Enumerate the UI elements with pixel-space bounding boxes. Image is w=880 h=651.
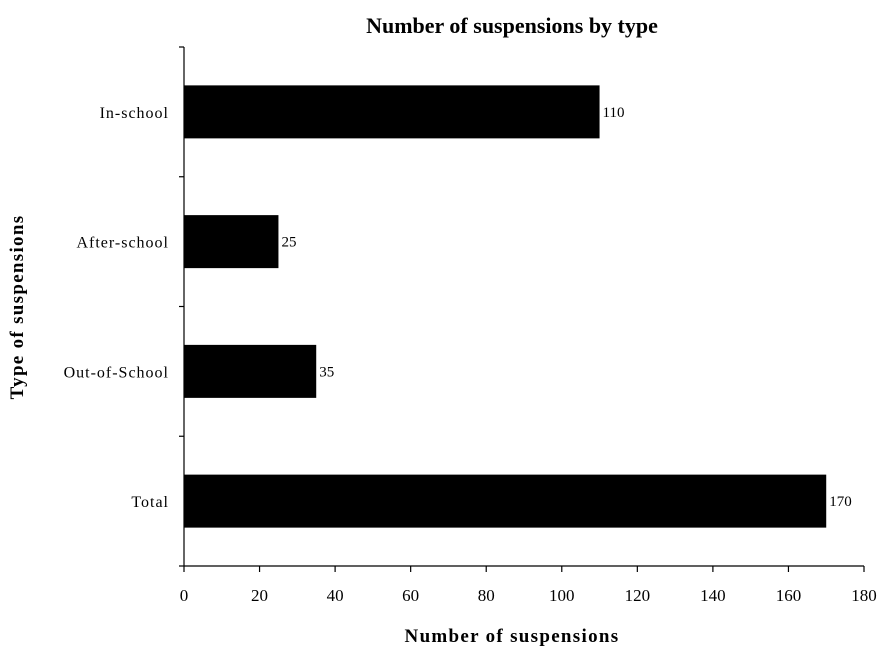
x-tick-label: 60 bbox=[402, 586, 419, 605]
data-label: 25 bbox=[281, 235, 296, 251]
category-label: Out-of-School bbox=[64, 364, 169, 381]
x-tick-label: 120 bbox=[625, 586, 651, 605]
category-label: After-school bbox=[76, 235, 169, 252]
x-tick-label: 40 bbox=[327, 586, 344, 605]
chart-title: Number of suspensions by type bbox=[366, 13, 658, 38]
y-axis-label: Type of suspensions bbox=[7, 215, 28, 400]
x-tick-label: 80 bbox=[478, 586, 495, 605]
category-label: Total bbox=[131, 494, 169, 511]
x-tick-label: 100 bbox=[549, 586, 575, 605]
x-tick-label: 160 bbox=[776, 586, 802, 605]
data-label: 110 bbox=[603, 105, 625, 121]
category-label: In-school bbox=[100, 105, 169, 122]
bar bbox=[184, 85, 600, 139]
x-axis-label: Number of suspensions bbox=[405, 626, 620, 647]
axes-layer bbox=[179, 46, 865, 572]
bar bbox=[184, 474, 827, 528]
data-label: 170 bbox=[829, 494, 852, 510]
x-tick-label: 180 bbox=[851, 586, 877, 605]
bar bbox=[184, 215, 279, 269]
x-tick-label: 0 bbox=[180, 586, 189, 605]
x-tick-label: 20 bbox=[251, 586, 268, 605]
labels-layer: In-school 110 After-school 25 Out-of-School 3… bbox=[64, 105, 877, 605]
bar bbox=[184, 344, 317, 398]
x-tick-label: 140 bbox=[700, 586, 726, 605]
bars-layer bbox=[184, 85, 827, 528]
data-label: 35 bbox=[319, 364, 334, 380]
